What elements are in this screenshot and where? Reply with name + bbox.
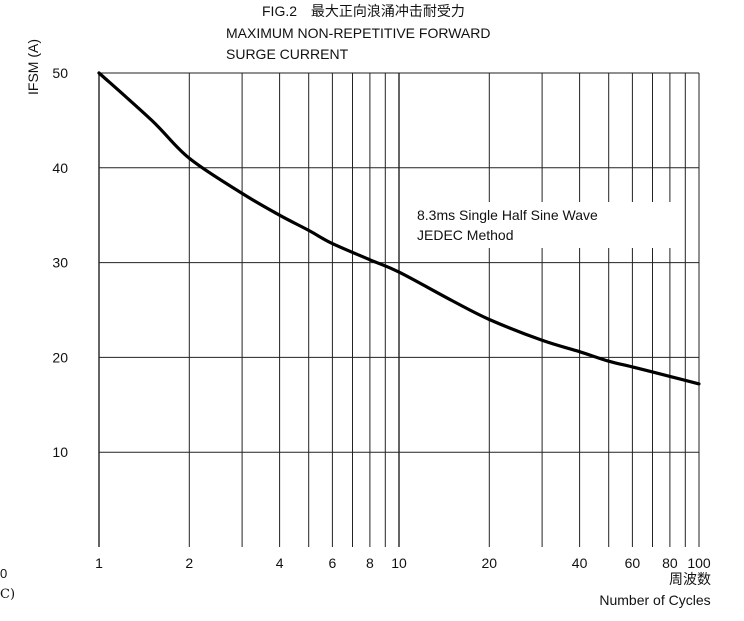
x-axis-label-cn: 周波数 [669,572,711,588]
x-tick-label: 40 [572,555,588,571]
y-tick-label: 50 [52,65,68,81]
x-tick-label: 6 [329,555,337,571]
tick-labels: 1 2 4 6 8 10 20 40 60 80 100 10 20 30 40 50 [52,65,710,571]
x-tick-label: 100 [687,555,711,571]
chart-title-cn: 最大正向浪涌冲击耐受力 [311,4,465,20]
annotation-line1: 8.3ms Single Half Sine Wave [417,207,598,223]
x-tick-label: 2 [185,555,193,571]
x-tick-label: 10 [391,555,407,571]
svg-text:FIG.2 最大正向浪涌冲击耐受力: FIG.2 最大正向浪涌冲击耐受力 [262,3,465,20]
y-tick-label: 10 [52,444,68,460]
edge-fragment-2: C) [0,587,15,602]
y-tick-label: 40 [52,160,68,176]
annotation-background [412,202,678,248]
y-axis-label: IFSM (A) [25,39,41,95]
chart-title-fig: FIG.2 [262,3,297,19]
series-line [97,71,701,386]
series-group [97,71,701,386]
chart-title-line3: SURGE CURRENT [226,46,349,62]
x-tick-label: 60 [625,555,641,571]
y-tick-label: 20 [52,349,68,365]
edge-fragment-1: 0 [0,566,7,581]
annotation-line2: JEDEC Method [417,227,513,243]
x-tick-label: 1 [95,555,103,571]
x-axis-label: Number of Cycles [599,592,710,608]
y-tick-label: 30 [52,255,68,271]
chart-title-line2: MAXIMUM NON-REPETITIVE FORWARD [226,25,490,41]
x-tick-label: 20 [482,555,498,571]
grid-lines [98,72,700,547]
x-tick-label: 4 [276,555,284,571]
x-tick-label: 8 [366,555,374,571]
x-tick-label: 80 [662,555,678,571]
